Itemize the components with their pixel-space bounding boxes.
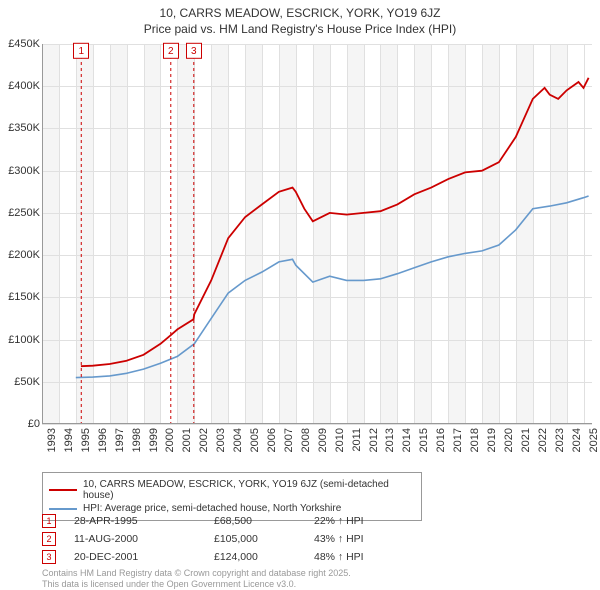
sales-marker: 1 xyxy=(42,514,56,528)
sales-marker: 3 xyxy=(42,550,56,564)
xtick-label: 2002 xyxy=(198,428,210,452)
xtick-label: 2010 xyxy=(334,428,346,452)
xtick-label: 2013 xyxy=(384,428,396,452)
sales-table: 1 28-APR-1995£68,50022% ↑ HPI 2 11-AUG-2000… xyxy=(42,512,434,566)
xtick-label: 2016 xyxy=(435,428,447,452)
xtick-label: 1995 xyxy=(80,428,92,452)
ytick-label: £150K xyxy=(0,291,40,303)
chart-lines xyxy=(42,44,592,424)
footer-line2: This data is licensed under the Open Gov… xyxy=(42,579,351,590)
xtick-label: 1996 xyxy=(97,428,109,452)
xtick-label: 1997 xyxy=(114,428,126,452)
marker-box-3: 3 xyxy=(186,43,202,59)
xtick-label: 1993 xyxy=(46,428,58,452)
xtick-label: 2015 xyxy=(418,428,430,452)
ytick-label: £100K xyxy=(0,334,40,346)
xtick-label: 2008 xyxy=(300,428,312,452)
ytick-label: £50K xyxy=(0,376,40,388)
xtick-label: 1999 xyxy=(148,428,160,452)
ytick-label: £350K xyxy=(0,122,40,134)
xtick-label: 2025 xyxy=(588,428,600,452)
sales-hpi: 22% ↑ HPI xyxy=(314,515,434,527)
sales-price: £105,000 xyxy=(214,533,314,545)
xtick-label: 2007 xyxy=(283,428,295,452)
legend-label: 10, CARRS MEADOW, ESCRICK, YORK, YO19 6J… xyxy=(83,479,415,501)
xtick-label: 1998 xyxy=(131,428,143,452)
xtick-label: 2023 xyxy=(554,428,566,452)
xtick-label: 2006 xyxy=(266,428,278,452)
sales-price: £68,500 xyxy=(214,515,314,527)
marker-box-2: 2 xyxy=(163,43,179,59)
sales-row: 2 11-AUG-2000£105,00043% ↑ HPI xyxy=(42,530,434,548)
sales-row: 1 28-APR-1995£68,50022% ↑ HPI xyxy=(42,512,434,530)
y-axis xyxy=(42,44,43,424)
sales-price: £124,000 xyxy=(214,551,314,563)
xtick-label: 2022 xyxy=(537,428,549,452)
chart-title: 10, CARRS MEADOW, ESCRICK, YORK, YO19 6J… xyxy=(0,6,600,37)
title-line2: Price paid vs. HM Land Registry's House … xyxy=(0,22,600,38)
sales-marker: 2 xyxy=(42,532,56,546)
title-line1: 10, CARRS MEADOW, ESCRICK, YORK, YO19 6J… xyxy=(0,6,600,22)
chart-plot-area: 1 23 xyxy=(42,44,592,424)
xtick-label: 1994 xyxy=(63,428,75,452)
legend-swatch xyxy=(49,508,77,510)
xtick-label: 2011 xyxy=(351,428,363,452)
marker-box-1: 1 xyxy=(73,43,89,59)
xtick-label: 2020 xyxy=(503,428,515,452)
legend-swatch xyxy=(49,489,77,491)
series-hpi xyxy=(76,196,589,378)
series-property xyxy=(81,78,589,366)
xtick-label: 2021 xyxy=(520,428,532,452)
xtick-label: 2014 xyxy=(401,428,413,452)
xtick-label: 2017 xyxy=(452,428,464,452)
gridline-h xyxy=(42,424,592,425)
sales-date: 20-DEC-2001 xyxy=(74,551,214,563)
xtick-label: 2001 xyxy=(181,428,193,452)
ytick-label: £250K xyxy=(0,207,40,219)
ytick-label: £400K xyxy=(0,80,40,92)
sales-date: 11-AUG-2000 xyxy=(74,533,214,545)
xtick-label: 2000 xyxy=(164,428,176,452)
xtick-label: 2004 xyxy=(232,428,244,452)
legend-item: 10, CARRS MEADOW, ESCRICK, YORK, YO19 6J… xyxy=(49,479,415,501)
xtick-label: 2018 xyxy=(469,428,481,452)
sales-date: 28-APR-1995 xyxy=(74,515,214,527)
x-axis xyxy=(42,423,592,424)
ytick-label: £200K xyxy=(0,249,40,261)
ytick-label: £0 xyxy=(0,418,40,430)
xtick-label: 2019 xyxy=(486,428,498,452)
footer-line1: Contains HM Land Registry data © Crown c… xyxy=(42,568,351,579)
footer: Contains HM Land Registry data © Crown c… xyxy=(42,568,351,590)
xtick-label: 2009 xyxy=(317,428,329,452)
xtick-label: 2005 xyxy=(249,428,261,452)
sales-hpi: 48% ↑ HPI xyxy=(314,551,434,563)
sales-row: 3 20-DEC-2001£124,00048% ↑ HPI xyxy=(42,548,434,566)
ytick-label: £300K xyxy=(0,165,40,177)
xtick-label: 2012 xyxy=(368,428,380,452)
sales-hpi: 43% ↑ HPI xyxy=(314,533,434,545)
xtick-label: 2024 xyxy=(571,428,583,452)
xtick-label: 2003 xyxy=(215,428,227,452)
ytick-label: £450K xyxy=(0,38,40,50)
